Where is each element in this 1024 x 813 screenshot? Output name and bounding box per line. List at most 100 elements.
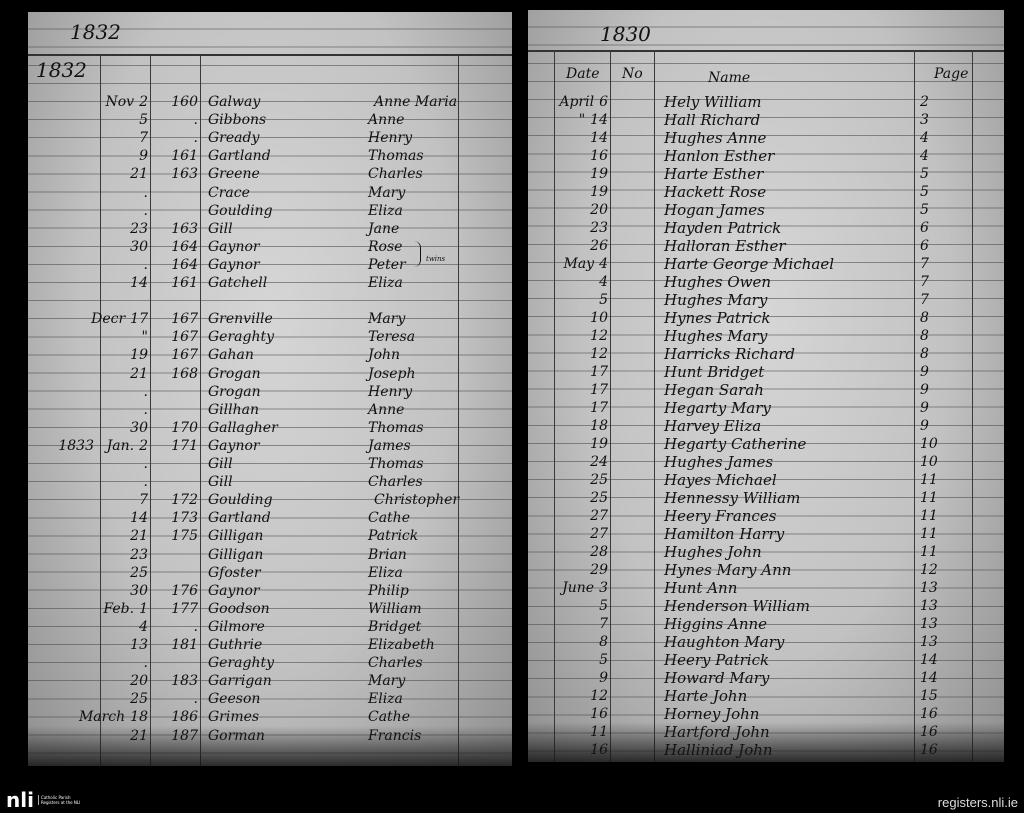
entry-forename: Brian [368,546,407,563]
entry-surname: Grogan [208,383,261,400]
entry-date: 7 [528,616,608,632]
entry-forename: Patrick [368,528,419,545]
entry-day: . [143,401,148,418]
entry-surname: Geraghty [208,655,275,672]
entry-date: Decr 17 [58,311,148,327]
entry-name: Halloran Esther [664,237,786,255]
entry-forename: Joseph [368,365,416,382]
entry-month: " [578,112,586,128]
entry-day: . [143,256,148,273]
entry-page: 15 [920,688,938,704]
entry-forename: Rose [368,238,403,255]
entry-date: 25 [528,490,608,506]
entry-page: 16 [920,742,938,758]
entry-name: Horney John [664,705,760,723]
entry-date: . [58,203,148,219]
entry-day: 19 [130,347,148,364]
entry-page: 11 [920,490,938,506]
entry-date: 21 [58,366,148,382]
entry-day: 21 [130,365,148,382]
entry-date: . [58,456,148,472]
entry-day: 17 [590,382,608,398]
entry-surname: Greene [208,166,260,183]
entry-surname: Gaynor [208,238,260,255]
entry-day: 7 [139,492,148,509]
entry-name: Hartford John [664,723,770,741]
entry-number: 163 [171,220,198,237]
nli-logo-text: Catholic Parish Registers at the NLI [37,795,81,805]
entry-name: Hegan Sarah [664,381,764,399]
entry-surname: Gilmore [208,618,265,635]
entry-surname: Gibbons [208,112,267,129]
entry-surname: Grogan [208,365,261,382]
entry-page: 10 [920,436,938,452]
entry-day: 30 [130,419,148,436]
entry-surname: Gill [208,220,233,237]
entry-date: 12 [528,346,608,362]
entry-date: 5 [528,292,608,308]
column-year: 1832 [36,58,87,82]
entry-day: 4 [139,618,148,635]
entry-number: 171 [171,437,198,454]
entry-forename: Thomas [368,456,424,472]
entry-surname: Gilligan [208,528,264,545]
entry-date: " 14 [528,112,608,128]
entry-number: . [193,618,198,635]
entry-day: 14 [590,112,608,128]
right-register-page: 1830 Date No Name Page April 6 Hely Willia… [528,10,1004,762]
column-header-date: Date [566,66,600,82]
entry-surname: Gatchell [208,275,268,291]
entry-forename: Henry [368,130,413,147]
entry-name: Hall Richard [664,111,761,129]
column-divider [150,56,151,766]
entry-day: 20 [130,673,148,690]
entry-day: . [143,202,148,219]
entry-name: Hunt Bridget [664,363,765,381]
header-rule [528,50,1004,52]
entry-date: March 18 [58,709,148,725]
entry-day: 17 [590,364,608,380]
entry-month: May [563,256,595,272]
entry-day: 21 [130,166,148,183]
site-link[interactable]: registers.nli.ie [937,795,1018,810]
column-divider [654,50,655,762]
entry-date: 16 [528,148,608,164]
entry-day: 3 [599,580,608,596]
entry-name: Harte Esther [664,165,764,183]
entry-name: Hayes Michael [664,471,777,489]
entry-number: 164 [171,256,198,273]
entry-page: 4 [920,148,929,164]
entry-number: 168 [171,365,198,382]
entry-day: 14 [130,275,148,291]
entry-date: 30 [58,420,148,436]
entry-name: Hughes Mary [664,291,768,309]
entry-month: Jan. [106,437,135,454]
entry-forename: Eliza [368,202,403,219]
entry-day: 2 [139,437,148,454]
column-divider [458,56,459,766]
entry-date: Jan. 2 [98,438,148,454]
entry-page: 2 [920,94,929,110]
entry-page: 13 [920,580,938,596]
entry-date: 23 [528,220,608,236]
entry-date: June 3 [528,580,608,596]
entry-name: Hackett Rose [664,183,767,201]
entry-day: 10 [590,310,608,326]
entry-page: 11 [920,526,938,542]
entry-name: Howard Mary [664,669,770,687]
entry-number: 181 [171,637,198,653]
entry-day: 4 [599,256,608,272]
entry-day: 12 [590,328,608,344]
entry-page: 13 [920,616,938,632]
entry-day: 5 [139,112,148,129]
entry-date: 25 [528,472,608,488]
entry-date: . [58,655,148,671]
entry-date: 5 [528,652,608,668]
entry-date: 12 [528,688,608,704]
entry-surname: Geraghty [208,329,275,346]
entry-name: Hogan James [664,201,765,219]
entry-name: Hynes Mary Ann [664,561,792,579]
entry-date: 17 [528,382,608,398]
entry-day: 5 [599,292,608,308]
entry-day: 18 [130,709,148,726]
